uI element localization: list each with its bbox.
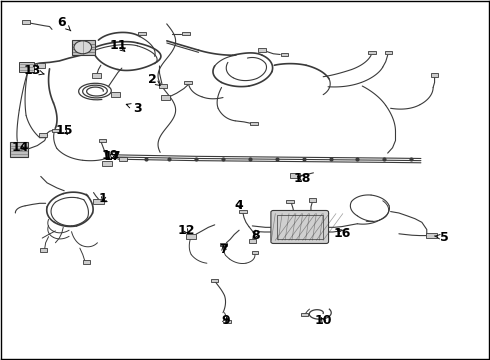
Bar (225, 320, 231, 323)
Bar (368, 50, 376, 54)
Text: 12: 12 (177, 224, 195, 238)
Bar (111, 93, 120, 97)
Bar (277, 215, 323, 239)
Text: 6: 6 (57, 16, 71, 31)
Text: 17: 17 (103, 150, 121, 163)
Text: 3: 3 (126, 102, 142, 115)
Text: 5: 5 (435, 231, 449, 244)
Bar (249, 239, 256, 243)
Text: 7: 7 (220, 243, 228, 256)
Text: 14: 14 (11, 141, 29, 154)
Bar (83, 260, 90, 264)
Bar (281, 53, 288, 56)
Bar (93, 199, 104, 204)
Bar (252, 251, 258, 254)
Bar (309, 198, 316, 202)
Bar (211, 279, 218, 282)
Bar (92, 73, 101, 78)
Bar (184, 81, 192, 84)
Text: 11: 11 (109, 39, 127, 52)
Bar (431, 73, 439, 77)
Bar (39, 133, 47, 136)
Text: 10: 10 (315, 314, 332, 327)
Text: 4: 4 (235, 199, 244, 212)
Bar (37, 63, 45, 68)
FancyBboxPatch shape (271, 211, 329, 243)
Bar (22, 21, 30, 24)
Bar (182, 32, 190, 36)
Text: 2: 2 (148, 73, 160, 86)
Bar (161, 95, 170, 100)
Text: 9: 9 (221, 314, 230, 327)
Bar (239, 210, 247, 213)
Text: 15: 15 (55, 124, 73, 138)
Bar (40, 248, 47, 252)
Bar (220, 243, 227, 246)
Bar (258, 48, 266, 52)
Bar (426, 233, 437, 238)
Bar (72, 40, 95, 55)
Circle shape (74, 41, 92, 54)
Text: 13: 13 (24, 64, 44, 77)
Bar (286, 200, 294, 203)
Text: 1: 1 (99, 192, 108, 205)
Text: 19: 19 (102, 149, 120, 162)
Bar (250, 122, 258, 125)
Bar (99, 139, 106, 142)
Bar (186, 234, 196, 239)
Text: 16: 16 (334, 226, 351, 239)
Text: 8: 8 (251, 229, 260, 242)
Bar (301, 312, 308, 316)
Text: 18: 18 (294, 172, 311, 185)
Bar (139, 32, 147, 36)
Bar (10, 141, 27, 157)
Bar (52, 129, 59, 132)
Bar (119, 157, 127, 161)
Bar (290, 174, 300, 178)
Bar (385, 51, 392, 54)
Bar (159, 84, 167, 88)
Bar (19, 62, 34, 72)
Bar (102, 161, 112, 166)
